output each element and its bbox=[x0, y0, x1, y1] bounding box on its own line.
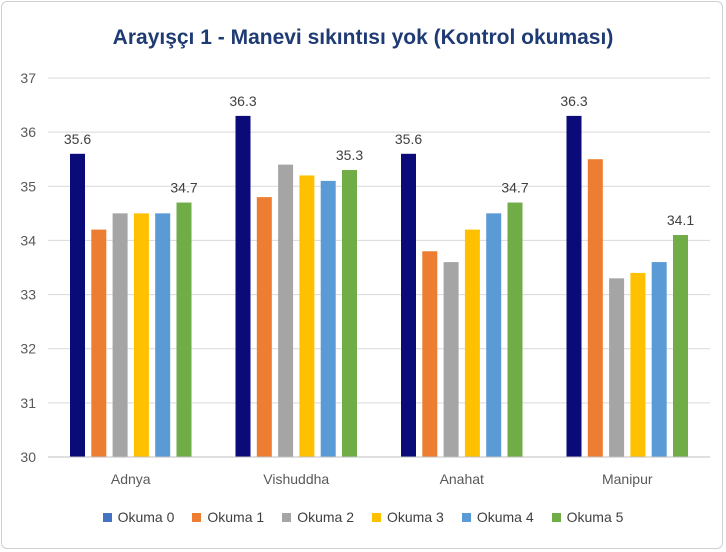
bar bbox=[235, 115, 251, 458]
data-label: 36.3 bbox=[229, 93, 256, 109]
bar bbox=[176, 202, 192, 457]
bar bbox=[507, 202, 523, 457]
bar bbox=[91, 229, 107, 457]
y-tick-label: 32 bbox=[20, 341, 36, 357]
bar bbox=[401, 153, 416, 458]
y-tick-label: 33 bbox=[20, 287, 36, 303]
bar bbox=[443, 262, 459, 457]
x-tick-label: Manipur bbox=[602, 471, 653, 487]
bar bbox=[651, 262, 667, 457]
bar bbox=[673, 235, 688, 457]
bar bbox=[422, 251, 438, 457]
chart-legend: Okuma 0 Okuma 1 Okuma 2 Okuma 3 Okuma 4 Okuma… bbox=[0, 509, 726, 525]
y-tick-label: 31 bbox=[20, 395, 36, 411]
y-tick-label: 30 bbox=[20, 449, 36, 465]
legend-label: Okuma 2 bbox=[297, 509, 354, 525]
bar bbox=[278, 164, 294, 457]
data-label: 36.3 bbox=[560, 93, 587, 109]
bar bbox=[609, 278, 625, 457]
legend-swatch bbox=[461, 512, 471, 522]
y-tick-label: 36 bbox=[20, 124, 36, 140]
legend-item: Okuma 5 bbox=[551, 509, 624, 525]
bar bbox=[133, 213, 149, 457]
legend-label: Okuma 5 bbox=[566, 509, 624, 525]
bar bbox=[464, 229, 480, 457]
legend-swatch bbox=[282, 512, 292, 522]
bar bbox=[486, 213, 502, 457]
bar bbox=[566, 115, 582, 458]
x-tick-label: Adnya bbox=[111, 471, 151, 487]
x-tick-label: Anahat bbox=[440, 471, 484, 487]
data-label: 35.6 bbox=[64, 131, 91, 147]
legend-item: Okuma 0 bbox=[102, 509, 175, 525]
legend-item: Okuma 1 bbox=[192, 509, 264, 525]
legend-swatch bbox=[102, 512, 112, 522]
legend-swatch bbox=[192, 512, 202, 522]
bar bbox=[70, 153, 85, 458]
legend-swatch bbox=[372, 512, 381, 522]
bar bbox=[342, 170, 357, 458]
legend-swatch bbox=[551, 512, 561, 522]
legend-item: Okuma 2 bbox=[282, 509, 354, 525]
legend-label: Okuma 1 bbox=[207, 509, 265, 525]
legend-label: Okuma 3 bbox=[387, 509, 444, 525]
y-tick-label: 37 bbox=[20, 70, 36, 86]
legend-item: Okuma 4 bbox=[461, 509, 534, 525]
data-label: 34.7 bbox=[501, 180, 528, 196]
data-label: 34.7 bbox=[170, 180, 197, 196]
bar bbox=[299, 175, 315, 457]
x-tick-label: Vishuddha bbox=[263, 471, 329, 487]
legend-item: Okuma 3 bbox=[372, 509, 444, 525]
y-tick-label: 34 bbox=[20, 232, 36, 248]
legend-label: Okuma 0 bbox=[117, 509, 175, 525]
data-label: 35.3 bbox=[336, 147, 363, 163]
bar bbox=[320, 180, 336, 457]
bar bbox=[256, 197, 272, 457]
y-tick-label: 35 bbox=[20, 178, 36, 194]
data-label: 34.1 bbox=[667, 212, 694, 228]
bar bbox=[630, 272, 646, 457]
data-label: 35.6 bbox=[395, 131, 422, 147]
bar bbox=[112, 213, 128, 457]
bar bbox=[155, 213, 171, 457]
chart-title: Arayışçı 1 - Manevi sıkıntısı yok (Kontr… bbox=[112, 26, 614, 49]
legend-label: Okuma 4 bbox=[476, 509, 534, 525]
bar bbox=[587, 159, 603, 457]
